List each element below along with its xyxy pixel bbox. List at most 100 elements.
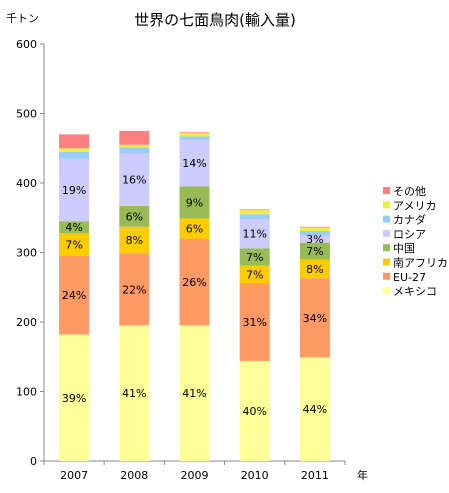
data-label: 19% xyxy=(62,184,86,197)
y-tick-label: 100 xyxy=(16,386,37,399)
bar-segment xyxy=(59,151,90,159)
chart-title: 世界の七面鳥肉(輸入量) xyxy=(134,11,296,29)
bar-segment xyxy=(119,226,150,254)
bar-segment xyxy=(179,238,210,326)
data-label: 16% xyxy=(122,174,146,187)
data-label: 11% xyxy=(242,228,266,241)
data-label: 6% xyxy=(186,223,203,236)
bar-segment xyxy=(239,209,270,211)
bar-segment xyxy=(59,334,90,461)
bar-segment xyxy=(59,148,90,152)
bar-segment xyxy=(239,248,270,266)
data-label: 7% xyxy=(246,268,263,281)
data-label: 31% xyxy=(242,316,266,329)
legend-label: その他 xyxy=(393,185,426,198)
legend-swatch xyxy=(383,187,390,194)
legend-swatch xyxy=(383,258,390,266)
bar-segment xyxy=(179,132,210,137)
data-label: 34% xyxy=(303,312,327,325)
legend-label: ロシア xyxy=(393,228,426,241)
data-label: 8% xyxy=(126,234,143,247)
bar-segment xyxy=(239,265,270,284)
bar-segment xyxy=(119,144,150,148)
legend-swatch xyxy=(383,272,390,280)
bar-segment xyxy=(59,233,90,256)
data-label: 44% xyxy=(303,403,327,416)
legend-swatch xyxy=(383,229,390,237)
bar-segment xyxy=(59,134,90,149)
data-label: 22% xyxy=(122,283,146,296)
x-tick-label: 2007 xyxy=(60,469,88,482)
bars: 39% 24% 7% 4% 19% 41% 22% 8% 6% 16% 41% 26% 6% 9% 14% 4… xyxy=(59,130,330,461)
data-label: 6% xyxy=(126,210,143,223)
legend-label: 中国 xyxy=(393,242,415,255)
bar-segment xyxy=(179,325,210,461)
x-tick-label: 2011 xyxy=(301,469,329,482)
bar-segment xyxy=(299,227,330,231)
bar-segment xyxy=(299,242,330,260)
data-label: 7% xyxy=(246,251,263,264)
bar-segment xyxy=(239,360,270,461)
data-label: 26% xyxy=(182,276,206,289)
legend-swatch xyxy=(383,201,390,209)
bar-segment xyxy=(179,139,210,187)
data-label: 14% xyxy=(182,157,206,170)
bar-segment xyxy=(299,357,330,461)
legend-label: 南アフリカ xyxy=(393,257,448,270)
x-tick-label: 2010 xyxy=(241,469,269,482)
bar-segment xyxy=(119,325,150,461)
bar-segment xyxy=(119,130,150,145)
legend-label: EU-27 xyxy=(393,271,426,284)
data-label: 39% xyxy=(62,392,86,405)
x-axis-label: 年 xyxy=(357,468,368,482)
x-tick-label: 2009 xyxy=(181,469,209,482)
legend-label: アメリカ xyxy=(393,199,436,212)
bar-segment xyxy=(59,221,90,234)
bar-segment xyxy=(119,205,150,227)
bar-segment xyxy=(239,210,270,215)
data-label: 4% xyxy=(65,221,82,234)
data-label: 9% xyxy=(186,196,203,209)
bar-segment xyxy=(239,214,270,220)
y-tick-label: 600 xyxy=(16,38,37,51)
data-label: 7% xyxy=(306,245,323,258)
bar-segment xyxy=(119,253,150,326)
bar-segment xyxy=(179,218,210,239)
data-label: 41% xyxy=(122,387,146,400)
legend-swatch xyxy=(383,244,390,252)
y-axis-label: 千トン xyxy=(6,12,39,25)
data-label: 3% xyxy=(306,233,323,246)
legend-swatch xyxy=(383,215,390,223)
bar-segment xyxy=(119,153,150,206)
y-tick-label: 300 xyxy=(16,247,37,260)
bar-segment xyxy=(299,259,330,279)
y-tick-label: 500 xyxy=(16,108,37,121)
data-label: 24% xyxy=(62,289,86,302)
data-label: 40% xyxy=(242,405,266,418)
bar-segment xyxy=(239,283,270,361)
data-label: 8% xyxy=(306,263,323,276)
y-tick-label: 0 xyxy=(30,455,37,468)
x-tick-label: 2008 xyxy=(120,469,148,482)
bar-segment xyxy=(59,255,90,335)
bar-segment xyxy=(299,226,330,228)
bar-segment xyxy=(239,219,270,249)
legend-swatch xyxy=(383,287,390,295)
legend-label: カナダ xyxy=(393,213,426,227)
axes: 0 100 200 300 400 500 600 2007 2008 2009 2010 2011 xyxy=(16,38,346,482)
bar-segment xyxy=(299,230,330,236)
bar-segment xyxy=(179,132,210,133)
bar-segment xyxy=(179,186,210,219)
bar-segment xyxy=(299,235,330,243)
y-tick-label: 200 xyxy=(16,316,37,329)
data-label: 7% xyxy=(65,239,82,252)
bar-segment xyxy=(59,158,90,222)
bar-segment xyxy=(179,136,210,140)
data-label: 41% xyxy=(182,387,206,400)
legend-label: メキシコ xyxy=(393,285,437,298)
y-tick-label: 400 xyxy=(16,177,37,190)
bar-segment xyxy=(299,278,330,358)
bar-segment xyxy=(119,147,150,154)
